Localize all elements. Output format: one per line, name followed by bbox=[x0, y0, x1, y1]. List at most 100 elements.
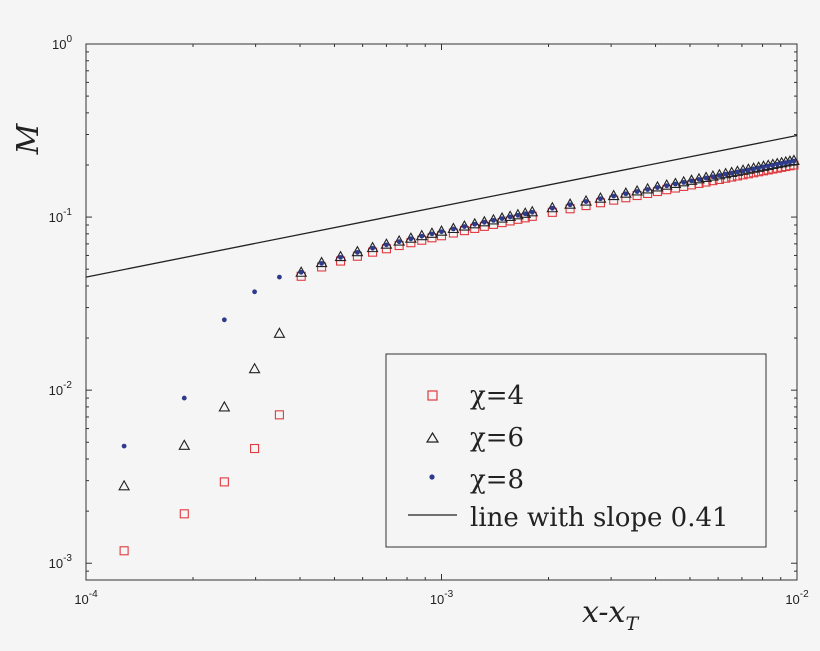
data-point-chi4 bbox=[219, 477, 229, 487]
data-point-chi6 bbox=[380, 238, 393, 249]
data-point-chi8 bbox=[746, 167, 751, 173]
data-point-chi6 bbox=[351, 245, 364, 257]
x-tick-label: 10-4 bbox=[74, 589, 98, 607]
data-point-chi6 bbox=[393, 234, 406, 246]
data-point-chi8 bbox=[567, 202, 573, 208]
data-point-chi8 bbox=[598, 196, 603, 202]
data-point-chi8 bbox=[710, 174, 716, 180]
data-point-chi8 bbox=[354, 250, 360, 255]
data-point-chi8 bbox=[740, 168, 746, 174]
data-point-chi6 bbox=[669, 177, 682, 189]
data-point-chi6 bbox=[426, 227, 438, 238]
legend-label-chi4: χ=4 bbox=[470, 381, 524, 411]
data-point-chi6 bbox=[594, 192, 607, 203]
data-point-chi6 bbox=[504, 210, 517, 221]
data-point-chi6 bbox=[178, 439, 191, 450]
data-point-chi6 bbox=[580, 194, 592, 206]
legend-marker-chi4 bbox=[427, 390, 438, 401]
data-point-chi8 bbox=[787, 159, 793, 165]
data-point-chi8 bbox=[319, 260, 325, 266]
data-point-chi8 bbox=[499, 216, 505, 221]
data-point-chi8 bbox=[634, 189, 640, 194]
data-point-chi6 bbox=[496, 211, 508, 223]
data-point-chi6 bbox=[487, 213, 500, 225]
data-point-chi6 bbox=[404, 232, 417, 243]
data-point-chi8 bbox=[522, 211, 528, 217]
data-point-chi4 bbox=[179, 509, 189, 519]
data-point-chi6 bbox=[685, 174, 698, 185]
data-point-chi6 bbox=[564, 198, 577, 209]
data-point-chi6 bbox=[787, 154, 800, 166]
data-point-chi6 bbox=[511, 208, 524, 220]
data-point-chi8 bbox=[779, 161, 784, 166]
data-point-chi8 bbox=[491, 217, 496, 223]
data-point-chi8 bbox=[338, 254, 343, 260]
data-point-chi8 bbox=[751, 166, 757, 172]
data-point-chi8 bbox=[689, 178, 694, 184]
y-axis-label: M bbox=[11, 122, 46, 155]
y-tick-label: 100 bbox=[52, 34, 72, 52]
data-point-chi8 bbox=[507, 214, 513, 220]
data-point-chi6 bbox=[631, 184, 644, 196]
legend: χ=4 χ=6 χ=8 line with slope 0.41 bbox=[385, 353, 767, 548]
data-point-chi4 bbox=[274, 410, 284, 420]
x-tick-label: 10-2 bbox=[785, 589, 809, 607]
data-point-chi8 bbox=[181, 395, 187, 401]
data-point-chi8 bbox=[462, 224, 467, 229]
data-point-chi6 bbox=[546, 201, 559, 213]
data-point-chi6 bbox=[660, 179, 673, 190]
data-point-chi6 bbox=[415, 229, 428, 241]
data-point-chi6 bbox=[435, 225, 448, 236]
data-point-chi6 bbox=[619, 187, 632, 198]
y-tick-label: 10-2 bbox=[49, 380, 73, 398]
data-point-chi8 bbox=[481, 219, 487, 225]
data-point-chi6 bbox=[248, 362, 261, 374]
data-point-chi8 bbox=[765, 163, 771, 169]
data-point-chi6 bbox=[526, 205, 539, 217]
data-point-chi8 bbox=[623, 191, 629, 197]
data-point-chi6 bbox=[607, 189, 620, 201]
legend-marker-chi6 bbox=[425, 431, 440, 443]
data-point-chi8 bbox=[729, 170, 735, 176]
data-point-chi8 bbox=[121, 443, 127, 449]
legend-label-line: line with slope 0.41 bbox=[470, 503, 729, 533]
data-point-chi8 bbox=[549, 205, 555, 211]
y-tick-label: 10-3 bbox=[49, 553, 73, 571]
data-point-chi8 bbox=[439, 229, 444, 235]
data-point-chi6 bbox=[218, 400, 231, 412]
legend-label-chi8: χ=8 bbox=[470, 465, 524, 495]
data-point-chi8 bbox=[717, 173, 722, 178]
data-point-chi6 bbox=[366, 241, 379, 253]
data-point-chi8 bbox=[450, 226, 456, 232]
data-point-chi8 bbox=[723, 171, 729, 177]
data-point-chi8 bbox=[664, 183, 670, 189]
data-point-chi8 bbox=[472, 221, 478, 227]
data-point-chi8 bbox=[791, 158, 797, 164]
data-point-chi6 bbox=[677, 175, 690, 187]
x-axis-label-sub: T bbox=[625, 613, 639, 635]
data-point-chi8 bbox=[515, 212, 521, 218]
data-point-chi8 bbox=[681, 180, 687, 185]
data-point-chi8 bbox=[761, 164, 766, 170]
data-point-chi6 bbox=[447, 222, 460, 234]
data-point-chi8 bbox=[429, 231, 435, 237]
data-point-chi6 bbox=[641, 182, 654, 194]
data-point-chi4 bbox=[119, 546, 129, 556]
reference-line-layer bbox=[85, 134, 798, 278]
x-axis-label-main: x-x bbox=[582, 595, 626, 630]
data-point-chi8 bbox=[645, 187, 651, 192]
data-point-chi8 bbox=[370, 245, 375, 251]
data-point-chi8 bbox=[783, 160, 789, 166]
data-point-chi6 bbox=[693, 172, 705, 184]
data-point-chi8 bbox=[277, 274, 282, 280]
data-point-chi6 bbox=[651, 180, 664, 192]
data-point-chi6 bbox=[706, 170, 719, 181]
legend-label-chi6: χ=6 bbox=[470, 423, 524, 453]
data-point-chi6 bbox=[519, 207, 532, 218]
data-point-chi8 bbox=[655, 185, 660, 190]
reference-line bbox=[85, 134, 798, 278]
data-point-chi4 bbox=[250, 443, 260, 454]
data-point-chi8 bbox=[221, 317, 227, 323]
